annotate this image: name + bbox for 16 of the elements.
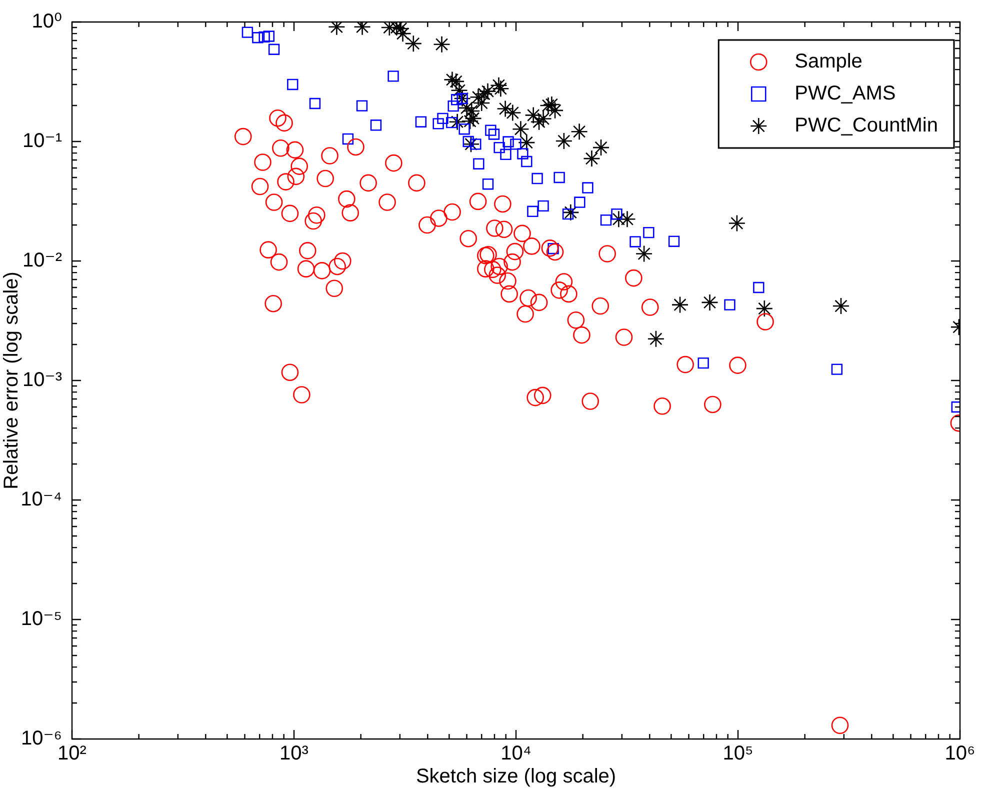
x-tick-label: 10³ (280, 742, 309, 765)
y-tick-label: 10⁻² (22, 250, 62, 272)
y-tick-label: 10⁻⁴ (20, 488, 62, 511)
y-tick-label: 10⁻⁵ (20, 608, 62, 630)
y-axis-title: Relative error (log scale) (0, 272, 23, 490)
legend-label: PWC_CountMin (794, 114, 938, 137)
x-tick-label: 10² (58, 742, 87, 765)
legend-label: PWC_AMS (794, 82, 896, 105)
y-tick-label: 10⁰ (32, 10, 62, 33)
x-tick-label: 10⁶ (944, 742, 976, 765)
x-tick-label: 10⁵ (722, 742, 754, 765)
x-axis-title: Sketch size (log scale) (416, 766, 616, 788)
legend-label: Sample (794, 50, 862, 73)
x-tick-label: 10⁴ (500, 742, 532, 765)
y-tick-label: 10⁻³ (22, 369, 62, 392)
y-tick-label: 10⁻¹ (22, 130, 62, 152)
